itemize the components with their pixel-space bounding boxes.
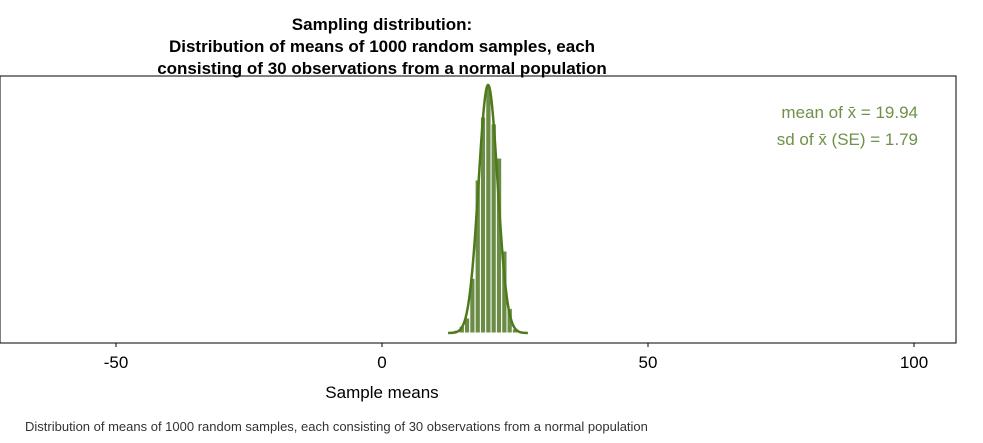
- x-tick-label: 0: [377, 353, 386, 372]
- title-line-1: Sampling distribution:: [291, 15, 473, 34]
- figure-caption: Distribution of means of 1000 random sam…: [25, 419, 648, 434]
- x-tick-label: -50: [104, 353, 129, 372]
- density-curve: [448, 83, 528, 335]
- chart-title: Sampling distribution: Distribution of m…: [82, 14, 682, 80]
- x-tick-label: 50: [639, 353, 658, 372]
- title-line-2: Distribution of means of 1000 random sam…: [168, 37, 596, 56]
- x-axis-label: Sample means: [325, 383, 438, 402]
- x-tick-label: 100: [900, 353, 928, 372]
- title-line-3: consisting of 30 observations from a nor…: [157, 59, 607, 78]
- mean-annotation: mean of x̄ = 19.94: [781, 103, 918, 122]
- histogram-bar: [485, 86, 492, 334]
- se-annotation: sd of x̄ (SE) = 1.79: [777, 130, 918, 149]
